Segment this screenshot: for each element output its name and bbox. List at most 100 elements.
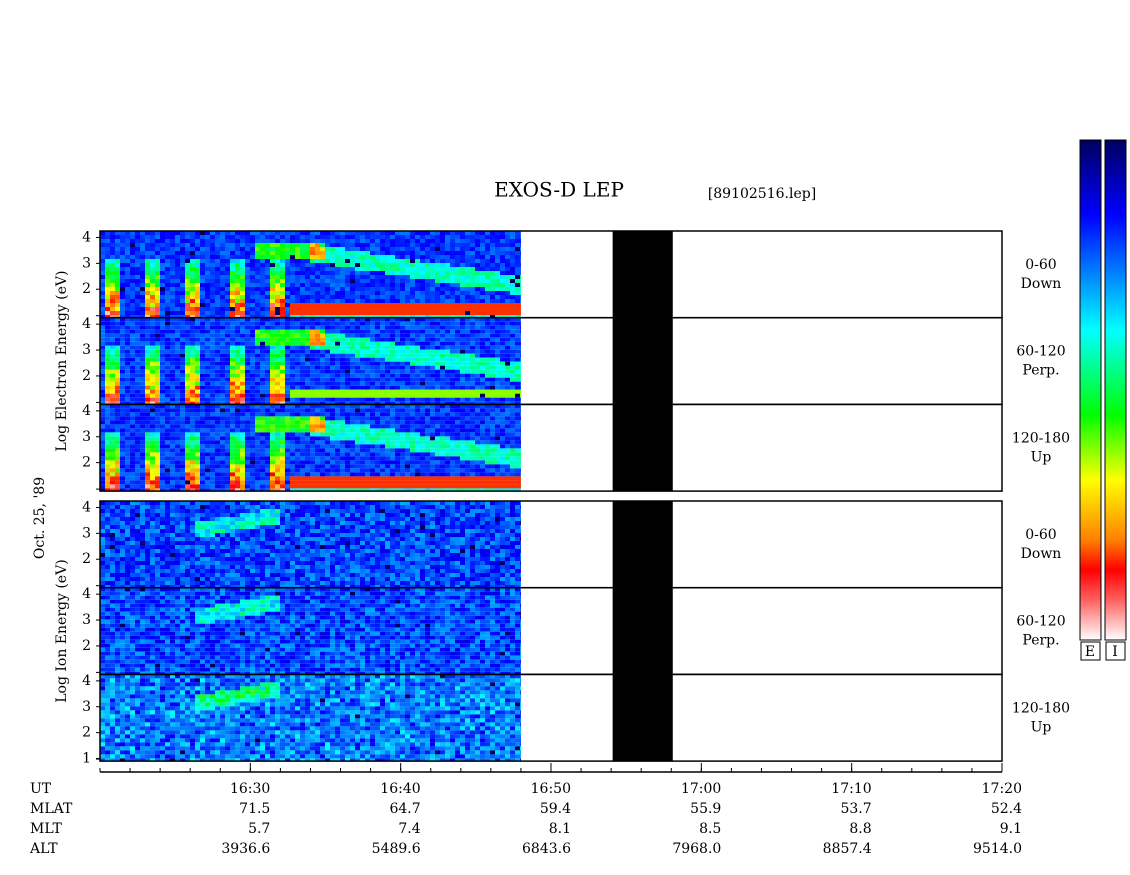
spectrogram-cell [300, 369, 305, 374]
spectrogram-cell [500, 317, 505, 322]
spectrogram-cell [425, 361, 430, 366]
spectrogram-cell [235, 263, 240, 267]
spectrogram-cell [255, 349, 260, 354]
spectrogram-cell [390, 321, 395, 326]
spectrogram-cell [130, 263, 135, 267]
spectrogram-cell [125, 484, 130, 489]
spectrogram-cell [175, 259, 180, 263]
spectrogram-cell [200, 329, 205, 334]
spectrogram-cell [175, 341, 180, 346]
spectrogram-cell [315, 385, 320, 390]
spectrogram-cell [190, 287, 195, 291]
spectrogram-cell [520, 369, 521, 374]
spectrogram-cell [300, 275, 305, 279]
spectrogram-cell [480, 397, 485, 402]
spectrogram-cell [425, 385, 430, 390]
spectrogram-cell [310, 476, 315, 481]
spectrogram-cell [345, 389, 350, 394]
spectrogram-cell [355, 291, 360, 295]
spectrogram-cell [225, 341, 230, 346]
spectrogram-cell [105, 436, 110, 441]
spectrogram-cell [375, 325, 380, 330]
spectrogram-cell [300, 303, 305, 307]
spectrogram-cell [485, 325, 490, 330]
spectrogram-cell [105, 412, 110, 417]
spectrogram-cell [325, 303, 330, 307]
spectrogram-cell [315, 263, 320, 267]
spectrogram-cell [445, 385, 450, 390]
spectrogram-cell [435, 361, 440, 366]
spectrogram-cell [390, 287, 395, 291]
spectrogram-cell [410, 255, 415, 259]
spectrogram-cell [505, 267, 510, 271]
spectrogram-cell [275, 263, 280, 267]
spectrogram-cell [100, 337, 105, 342]
spectrogram-cell [375, 345, 380, 350]
spectrogram-cell [255, 299, 260, 303]
spectrogram-cell [205, 373, 210, 378]
spectrogram-cell [140, 235, 145, 239]
spectrogram-cell [445, 337, 450, 342]
spectrogram-cell [215, 235, 220, 239]
spectrogram-cell [220, 231, 225, 235]
spectrogram-cell [145, 444, 150, 449]
spectrogram-cell [310, 275, 315, 279]
spectrogram-cell [370, 389, 375, 394]
spectrogram-cell [505, 243, 510, 247]
spectrogram-cell [100, 271, 105, 275]
spectrogram-cell [400, 341, 405, 346]
spectrogram-cell [230, 263, 235, 267]
spectrogram-cell [105, 329, 110, 334]
spectrogram-cell [410, 243, 415, 247]
spectrogram-cell [110, 329, 115, 334]
spectrogram-cell [125, 420, 130, 425]
spectrogram-cell [440, 307, 445, 311]
spectrogram-cell [350, 401, 355, 405]
spectrogram-cell [180, 357, 185, 362]
spectrogram-cell [210, 464, 215, 469]
spectrogram-cell [130, 311, 135, 315]
spectrogram-cell [410, 353, 415, 358]
spectrogram-cell [460, 349, 465, 354]
spectrogram-cell [310, 267, 315, 271]
spectrogram-cell [505, 239, 510, 243]
spectrogram-cell [355, 428, 360, 433]
spectrogram-cell [295, 341, 300, 346]
spectrogram-cell [465, 287, 470, 291]
spectrogram-cell [125, 412, 130, 417]
spectrogram-cell [280, 287, 285, 291]
spectrogram-cell [180, 428, 185, 433]
spectrogram-cell [150, 393, 155, 398]
spectrogram-cell [325, 377, 330, 382]
spectrogram-cell [230, 401, 235, 405]
spectrogram-cell [110, 381, 115, 386]
spectrogram-cell [365, 385, 370, 390]
spectrogram-cell [175, 468, 180, 473]
spectrogram-cell [200, 416, 205, 421]
spectrogram-cell [245, 476, 250, 481]
spectrogram-cell [375, 412, 380, 417]
spectrogram-cell [340, 311, 345, 315]
spectrogram-cell [120, 247, 125, 251]
spectrogram-cell [445, 247, 450, 251]
spectrogram-cell [320, 247, 325, 251]
spectrogram-cell [235, 283, 240, 287]
spectrogram-cell [480, 303, 485, 307]
spectrogram-cell [445, 255, 450, 259]
spectrogram-cell [235, 424, 240, 429]
spectrogram-cell [445, 349, 450, 354]
spectrogram-cell [130, 315, 135, 318]
spectrogram-cell [190, 291, 195, 295]
spectrogram-cell [280, 401, 285, 405]
spectrogram-cell [405, 303, 410, 307]
spectrogram-cell [305, 412, 310, 417]
spectrogram-cell [435, 247, 440, 251]
spectrogram-cell [505, 369, 510, 374]
spectrogram-cell [230, 311, 235, 315]
spectrogram-cell [360, 291, 365, 295]
spectrogram-cell [215, 484, 220, 489]
spectrogram-cell [385, 397, 390, 402]
spectrogram-cell [220, 251, 225, 255]
spectrogram-cell [450, 357, 455, 362]
spectrogram-cell [220, 448, 225, 453]
